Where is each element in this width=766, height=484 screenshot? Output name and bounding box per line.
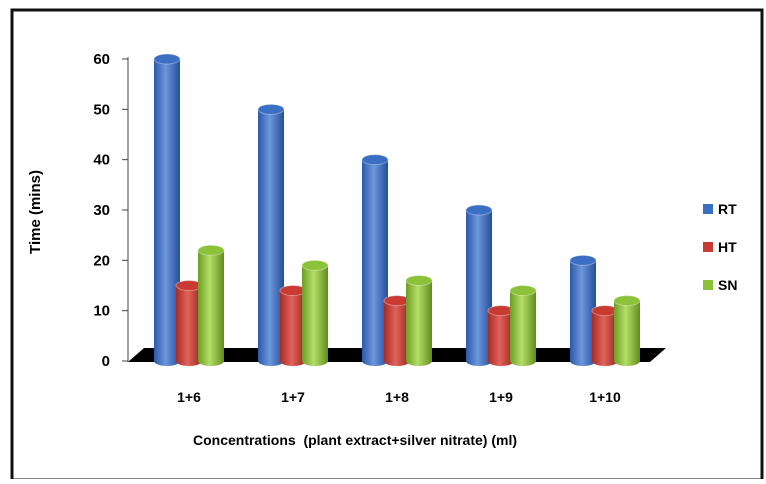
x-tick-label: 1+10 [589, 389, 621, 405]
y-axis-title: Time (mins) [27, 170, 44, 254]
bar-body [302, 265, 328, 366]
bar-top [301, 259, 329, 271]
bar-rt [465, 204, 493, 366]
bar-body [362, 159, 388, 366]
legend-label: HT [718, 239, 737, 255]
bar-sn [509, 285, 537, 366]
legend-label: SN [718, 277, 737, 293]
bar-top [197, 244, 225, 256]
legend-item-ht: HT [703, 239, 737, 255]
bar-body [570, 260, 596, 366]
bar-body [154, 59, 180, 366]
y-tick-label: 50 [93, 101, 110, 118]
bar-top [153, 53, 181, 65]
legend-swatch [703, 204, 713, 214]
bar-top [405, 274, 433, 286]
bar-rt [153, 53, 181, 366]
bar-sn [613, 295, 641, 366]
bar-body [280, 290, 306, 366]
bar-rt [257, 103, 285, 366]
bar-body [384, 300, 410, 366]
bar-body [466, 210, 492, 366]
bar-top [465, 204, 493, 216]
legend-item-sn: SN [703, 277, 737, 293]
bar-top [613, 295, 641, 307]
bar-sn [405, 274, 433, 366]
legend: RT HT SN [703, 201, 737, 293]
bar-top [509, 285, 537, 297]
x-tick-label: 1+9 [489, 389, 513, 405]
y-tick-label: 30 [93, 202, 110, 219]
bar-rt [569, 254, 597, 366]
y-tick-label: 10 [93, 303, 110, 320]
x-tick-label: 1+6 [177, 389, 201, 405]
bar-body [258, 109, 284, 366]
x-axis-ticks: 1+6 1+7 1+8 1+9 1+10 [177, 389, 621, 405]
bar-ht [175, 280, 203, 366]
bar-ht [383, 295, 411, 366]
legend-item-rt: RT [703, 201, 737, 217]
bar-body [176, 285, 202, 366]
x-tick-label: 1+8 [385, 389, 409, 405]
bar-body [488, 310, 514, 366]
bar-body [198, 250, 224, 366]
y-tick-label: 60 [93, 51, 110, 68]
y-axis-ticks: 0 10 20 30 40 50 60 [93, 51, 128, 370]
y-tick-label: 20 [93, 252, 110, 269]
bar-ht [591, 305, 619, 366]
x-tick-label: 1+7 [281, 389, 305, 405]
bar-body [510, 290, 536, 366]
bar-sn [301, 259, 329, 366]
legend-swatch [703, 280, 713, 290]
bar-body [592, 310, 618, 366]
bar-rt [361, 154, 389, 366]
y-tick-label: 40 [93, 152, 110, 169]
bar-series [153, 53, 641, 366]
y-tick-label: 0 [102, 353, 110, 370]
bar-top [257, 103, 285, 115]
bar-top [361, 154, 389, 166]
bar-body [406, 280, 432, 366]
legend-label: RT [718, 201, 737, 217]
legend-swatch [703, 242, 713, 252]
bar-body [614, 300, 640, 366]
bar-ht [487, 305, 515, 366]
bar-sn [197, 244, 225, 366]
bar-top [569, 254, 597, 266]
x-axis-title: Concentrations (plant extract+silver nit… [193, 432, 517, 448]
